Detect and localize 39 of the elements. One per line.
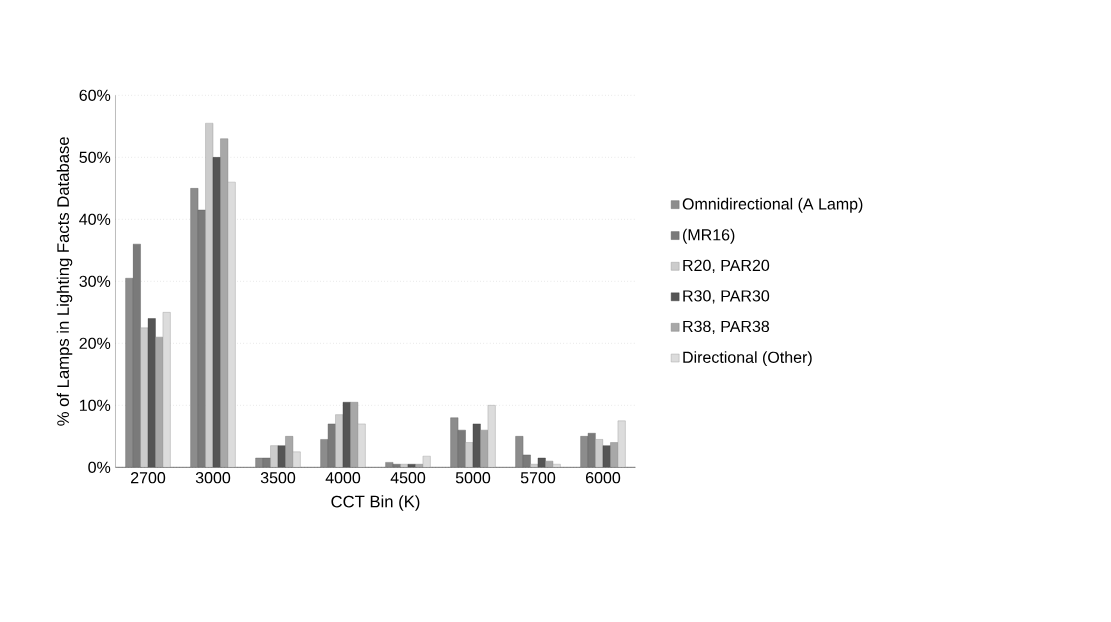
bar [342,402,351,468]
bar [545,460,554,468]
legend-label: R20, PAR20 [683,259,770,273]
x-tick-label: 2700 [131,472,166,484]
y-tick-label: 0% [88,461,111,473]
bar [450,417,459,468]
y-tick-label: 40% [79,213,111,225]
bar [515,436,524,468]
x-tick-label: 4500 [390,472,426,484]
legend-label: Directional (Other) [683,351,812,367]
bar [255,457,264,468]
x-tick-label: 6000 [586,472,621,484]
x-tick-label: 4000 [325,472,361,484]
bar [385,462,394,468]
x-axis-title: CCT Bin (K) [331,495,420,511]
y-tick-label: 50% [79,151,111,163]
bar [602,445,611,468]
bar [285,436,294,468]
bar [277,445,286,468]
x-tick-label: 3500 [260,472,296,484]
bar [212,157,221,468]
y-tick-label: 60% [79,89,111,101]
y-tick-label: 20% [79,337,111,349]
y-tick-label: 10% [79,399,111,411]
legend-label: R30, PAR30 [683,290,770,304]
bar [537,457,546,468]
bar [190,188,199,468]
legend-label: R38, PAR38 [683,320,770,334]
bar [407,464,416,468]
x-tick-label: 3000 [195,472,231,484]
x-tick-label: 5000 [455,472,491,484]
bar [472,423,481,468]
x-tick-label: 5700 [520,472,556,484]
y-tick-label: 30% [79,275,111,287]
bar [480,429,489,468]
legend-label: (MR16) [683,228,735,244]
legend-label: Omnidirectional (A Lamp) [682,197,863,213]
bar [147,318,156,468]
y-axis-title: % of Lamps in Lighting Facts Database [56,137,73,426]
